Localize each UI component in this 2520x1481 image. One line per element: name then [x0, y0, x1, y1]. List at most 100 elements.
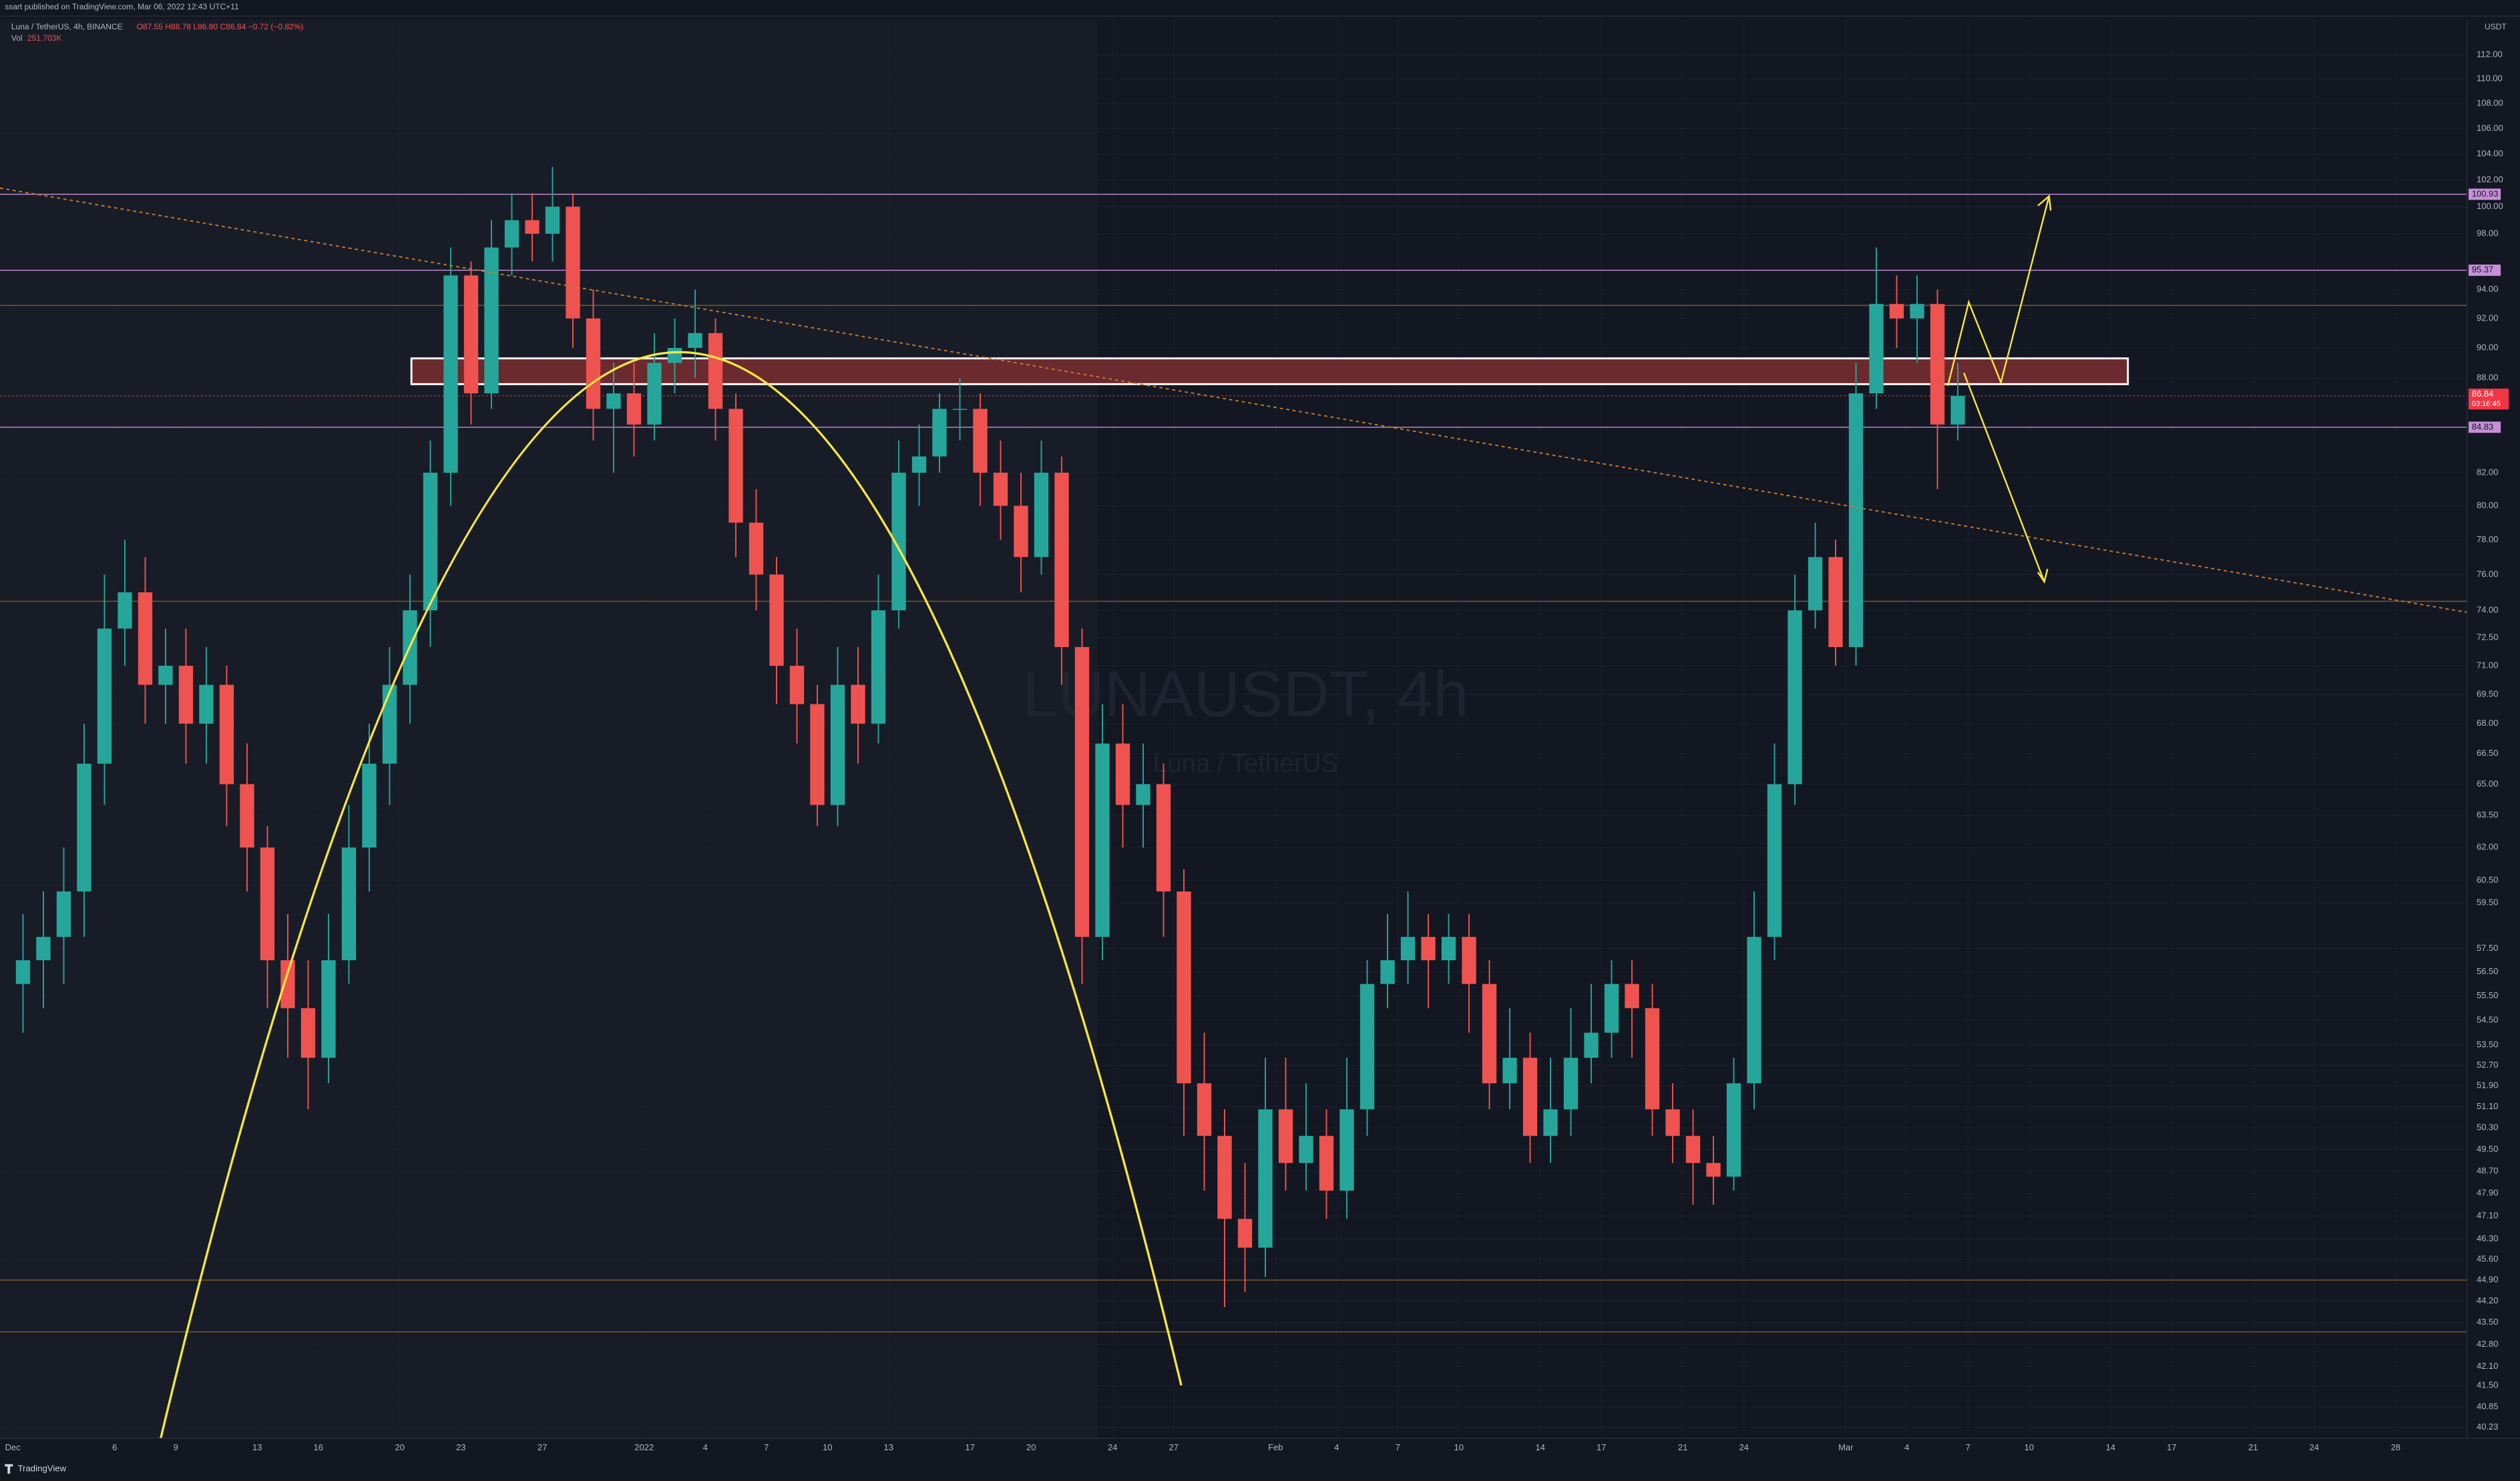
x-tick-label: 14 — [2106, 1442, 2115, 1452]
x-tick-label: 4 — [703, 1442, 708, 1452]
x-tick-label: 4 — [1904, 1442, 1909, 1452]
candle-body — [1258, 1109, 1273, 1248]
x-tick-label: 10 — [2025, 1442, 2034, 1452]
y-tick-label: 60.50 — [2477, 875, 2499, 885]
candle-body — [1950, 395, 1965, 425]
candle-body — [280, 960, 295, 1008]
y-tick-label: 49.50 — [2477, 1144, 2499, 1154]
x-tick-label: 17 — [966, 1442, 975, 1452]
candle-body — [1441, 937, 1456, 961]
y-tick-label: 46.30 — [2477, 1233, 2499, 1243]
candle-body — [1685, 1136, 1701, 1163]
candle-body — [1930, 304, 1945, 425]
candle-body — [871, 610, 886, 724]
candle-body — [667, 348, 682, 363]
y-tick-label: 68.00 — [2477, 718, 2499, 728]
candle-body — [504, 220, 519, 248]
candle-body — [851, 684, 865, 724]
y-tick-label: 94.00 — [2477, 284, 2499, 294]
volume-label: Vol — [11, 33, 23, 43]
candle-body — [1584, 1032, 1599, 1058]
y-tick-label: 62.00 — [2477, 842, 2499, 852]
y-tick-label: 76.00 — [2477, 569, 2499, 579]
y-tick-label: 71.00 — [2477, 660, 2499, 670]
arrow-up — [1946, 194, 2052, 386]
candle-body — [891, 472, 906, 611]
x-tick-label: 21 — [2248, 1442, 2258, 1452]
y-tick-label: 53.50 — [2477, 1040, 2499, 1050]
y-tick-label: 48.70 — [2477, 1165, 2499, 1175]
x-tick-label: 23 — [456, 1442, 465, 1452]
x-tick-label: 10 — [1454, 1442, 1464, 1452]
candle-body — [341, 847, 357, 961]
candle-body — [1543, 1109, 1558, 1136]
candle-body — [1767, 784, 1782, 937]
candle-body — [1604, 984, 1619, 1033]
last-price-label: 86.84 — [2472, 389, 2494, 399]
x-tick-label: 17 — [2167, 1442, 2176, 1452]
candle-body — [1299, 1136, 1313, 1163]
candle-body — [97, 628, 112, 764]
x-tick-label: 24 — [1108, 1442, 1117, 1452]
candle-body — [545, 206, 560, 234]
y-tick-label: 63.50 — [2477, 810, 2499, 820]
candle-body — [1156, 784, 1171, 892]
y-tick-label: 40.85 — [2477, 1401, 2499, 1411]
candle-body — [484, 247, 499, 394]
y-tick-label: 57.50 — [2477, 943, 2499, 953]
x-tick-label: 24 — [1739, 1442, 1749, 1452]
y-tick-label: 45.60 — [2477, 1254, 2499, 1264]
candle-body — [1278, 1109, 1293, 1163]
candle-body — [728, 409, 743, 523]
x-tick-label: 6 — [112, 1442, 117, 1452]
candle-body — [321, 960, 336, 1058]
price-tag — [2468, 264, 2501, 276]
y-tick-label: 90.00 — [2477, 342, 2499, 352]
y-tick-label: 65.00 — [2477, 779, 2499, 789]
ohlc: O87.55 H88.78 L86.80 C86.84 −0.72 (−0.82… — [137, 22, 304, 31]
candle-body — [1482, 984, 1497, 1084]
y-tick-label: 82.00 — [2477, 467, 2499, 477]
candle-body — [749, 522, 764, 575]
x-tick-label: 28 — [2391, 1442, 2400, 1452]
candle-body — [1054, 472, 1069, 648]
candle-body — [138, 592, 153, 685]
grid — [0, 19, 2467, 1439]
candle-body — [382, 684, 397, 764]
y-tick-label: 78.00 — [2477, 534, 2499, 544]
candle-body — [1095, 743, 1110, 937]
candle-body — [1034, 472, 1049, 558]
candle-body — [586, 318, 601, 409]
countdown: 03:16:45 — [2472, 400, 2501, 408]
x-tick-label: Mar — [1838, 1442, 1854, 1452]
candle-body — [1319, 1136, 1334, 1191]
x-tick-label: 13 — [884, 1442, 893, 1452]
candle-body — [566, 206, 580, 319]
candle-body — [1502, 1058, 1517, 1084]
candle-body — [1726, 1083, 1741, 1177]
y-tick-label: 47.10 — [2477, 1211, 2499, 1221]
candle-body — [423, 472, 438, 611]
candle-body — [1400, 937, 1416, 961]
x-tick-label: 17 — [1597, 1442, 1606, 1452]
candle-body — [77, 763, 91, 892]
currency: USDT — [2485, 22, 2507, 31]
x-tick-label: 16 — [314, 1442, 323, 1452]
candle-body — [36, 937, 51, 961]
brand-logo — [5, 1464, 13, 1474]
candle-body — [789, 666, 805, 704]
candle-body — [932, 409, 947, 457]
candle-body — [1563, 1058, 1579, 1110]
y-tick-label: 102.00 — [2477, 174, 2503, 184]
candle-body — [443, 275, 458, 473]
zone — [410, 357, 2129, 385]
candle-body — [626, 393, 642, 425]
candle-body — [1869, 304, 1884, 394]
y-tick-label: 92.00 — [2477, 312, 2499, 323]
candle-body — [1237, 1219, 1253, 1248]
x-tick-label: 21 — [1678, 1442, 1687, 1452]
y-tick-label: 42.80 — [2477, 1339, 2499, 1349]
candle-body — [993, 472, 1008, 506]
x-tick-label: 24 — [2310, 1442, 2319, 1452]
